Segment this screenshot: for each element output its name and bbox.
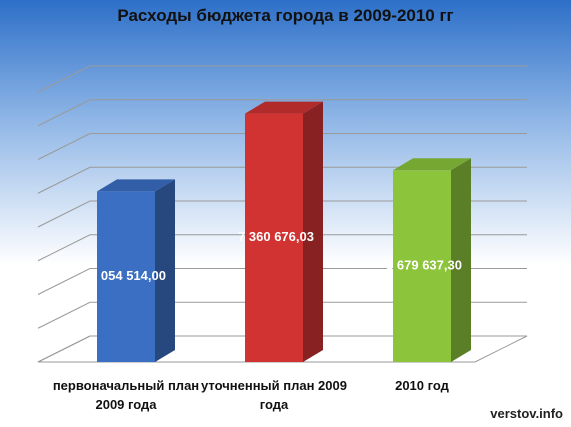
value-label: 5 679 637,30 [386,258,462,273]
x-tick-label: первоначальный план 2009 года [52,378,200,412]
value-label: 5 054 514,00 [90,268,166,283]
bar-top [393,158,471,171]
bar-top [245,101,323,114]
bar [245,113,303,363]
grid-line [37,268,527,295]
bar-side [451,158,471,362]
grid-line [37,65,527,93]
chart-title: Расходы бюджета города в 2009-2010 гг [117,6,454,25]
grid-line [37,200,527,228]
grid-line [37,301,527,329]
bar-top [97,179,175,192]
grid-line [37,166,527,194]
grid-line [37,335,527,363]
grid-line [37,99,527,127]
x-tick-label: уточненный план 2009 года [201,378,347,412]
bar [393,170,451,362]
bar-side [303,101,323,363]
bar-side [155,179,175,362]
watermark: verstov.info [490,406,563,421]
bar [97,191,155,362]
x-tick-label: 2010 год [395,378,449,393]
grid-line [37,133,527,160]
value-label: 7 360 676,03 [238,229,314,244]
grid-line [37,234,527,262]
